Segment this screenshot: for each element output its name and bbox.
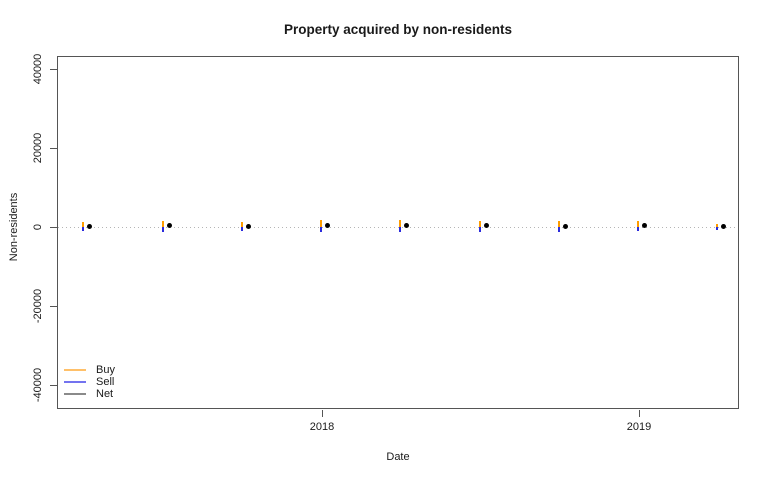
sell-bar	[240, 227, 243, 232]
legend-entry: Net	[64, 388, 115, 400]
sell-bar	[478, 227, 481, 232]
net-point	[562, 223, 568, 229]
x-tick-mark	[322, 410, 323, 417]
x-tick-label: 2018	[309, 421, 335, 433]
y-tick-label: -40000	[32, 367, 44, 403]
net-point	[404, 222, 410, 228]
sell-bar	[82, 227, 85, 232]
sell-bar	[557, 227, 560, 232]
sell-bar	[161, 227, 164, 232]
legend: Buy Sell Net	[64, 364, 115, 400]
legend-label: Net	[96, 388, 114, 400]
zero-reference-line	[58, 227, 738, 228]
buy-bar	[82, 221, 85, 227]
buy-bar	[240, 221, 243, 227]
legend-line	[64, 381, 86, 383]
net-point	[87, 223, 93, 229]
legend-line	[64, 369, 86, 371]
legend-label: Sell	[96, 376, 115, 388]
plot-area	[57, 56, 739, 409]
x-axis-title: Date	[386, 451, 410, 463]
net-point	[245, 223, 251, 229]
legend-label: Buy	[96, 364, 115, 376]
net-point	[642, 222, 647, 228]
legend-line	[64, 393, 86, 395]
net-point	[483, 223, 489, 229]
buy-bar	[716, 223, 719, 227]
x-tick-label: 2019	[626, 421, 652, 433]
y-tick-mark	[50, 385, 57, 386]
y-tick-mark	[50, 69, 57, 70]
net-point	[325, 222, 330, 228]
legend-entry: Buy	[64, 364, 115, 376]
buy-bar	[399, 219, 402, 227]
net-point	[166, 222, 172, 228]
buy-bar	[320, 219, 322, 227]
chart-title: Property acquired by non-residents	[283, 22, 513, 37]
y-tick-label: 40000	[32, 53, 44, 85]
y-tick-label: -20000	[32, 288, 44, 324]
y-tick-label: 20000	[32, 132, 44, 164]
legend-entry: Sell	[64, 376, 115, 388]
y-tick-mark	[50, 227, 57, 228]
buy-bar	[557, 221, 560, 227]
y-tick-mark	[50, 148, 57, 149]
y-axis-title: Non-residents	[8, 192, 20, 262]
buy-bar	[161, 220, 164, 227]
y-tick-label: 0	[32, 223, 44, 231]
buy-bar	[478, 221, 481, 227]
sell-bar	[637, 227, 639, 232]
sell-bar	[399, 227, 402, 233]
buy-bar	[637, 221, 639, 227]
y-tick-mark	[50, 306, 57, 307]
x-tick-mark	[639, 410, 640, 417]
sell-bar	[716, 227, 719, 230]
net-point	[721, 224, 727, 230]
sell-bar	[320, 227, 322, 233]
